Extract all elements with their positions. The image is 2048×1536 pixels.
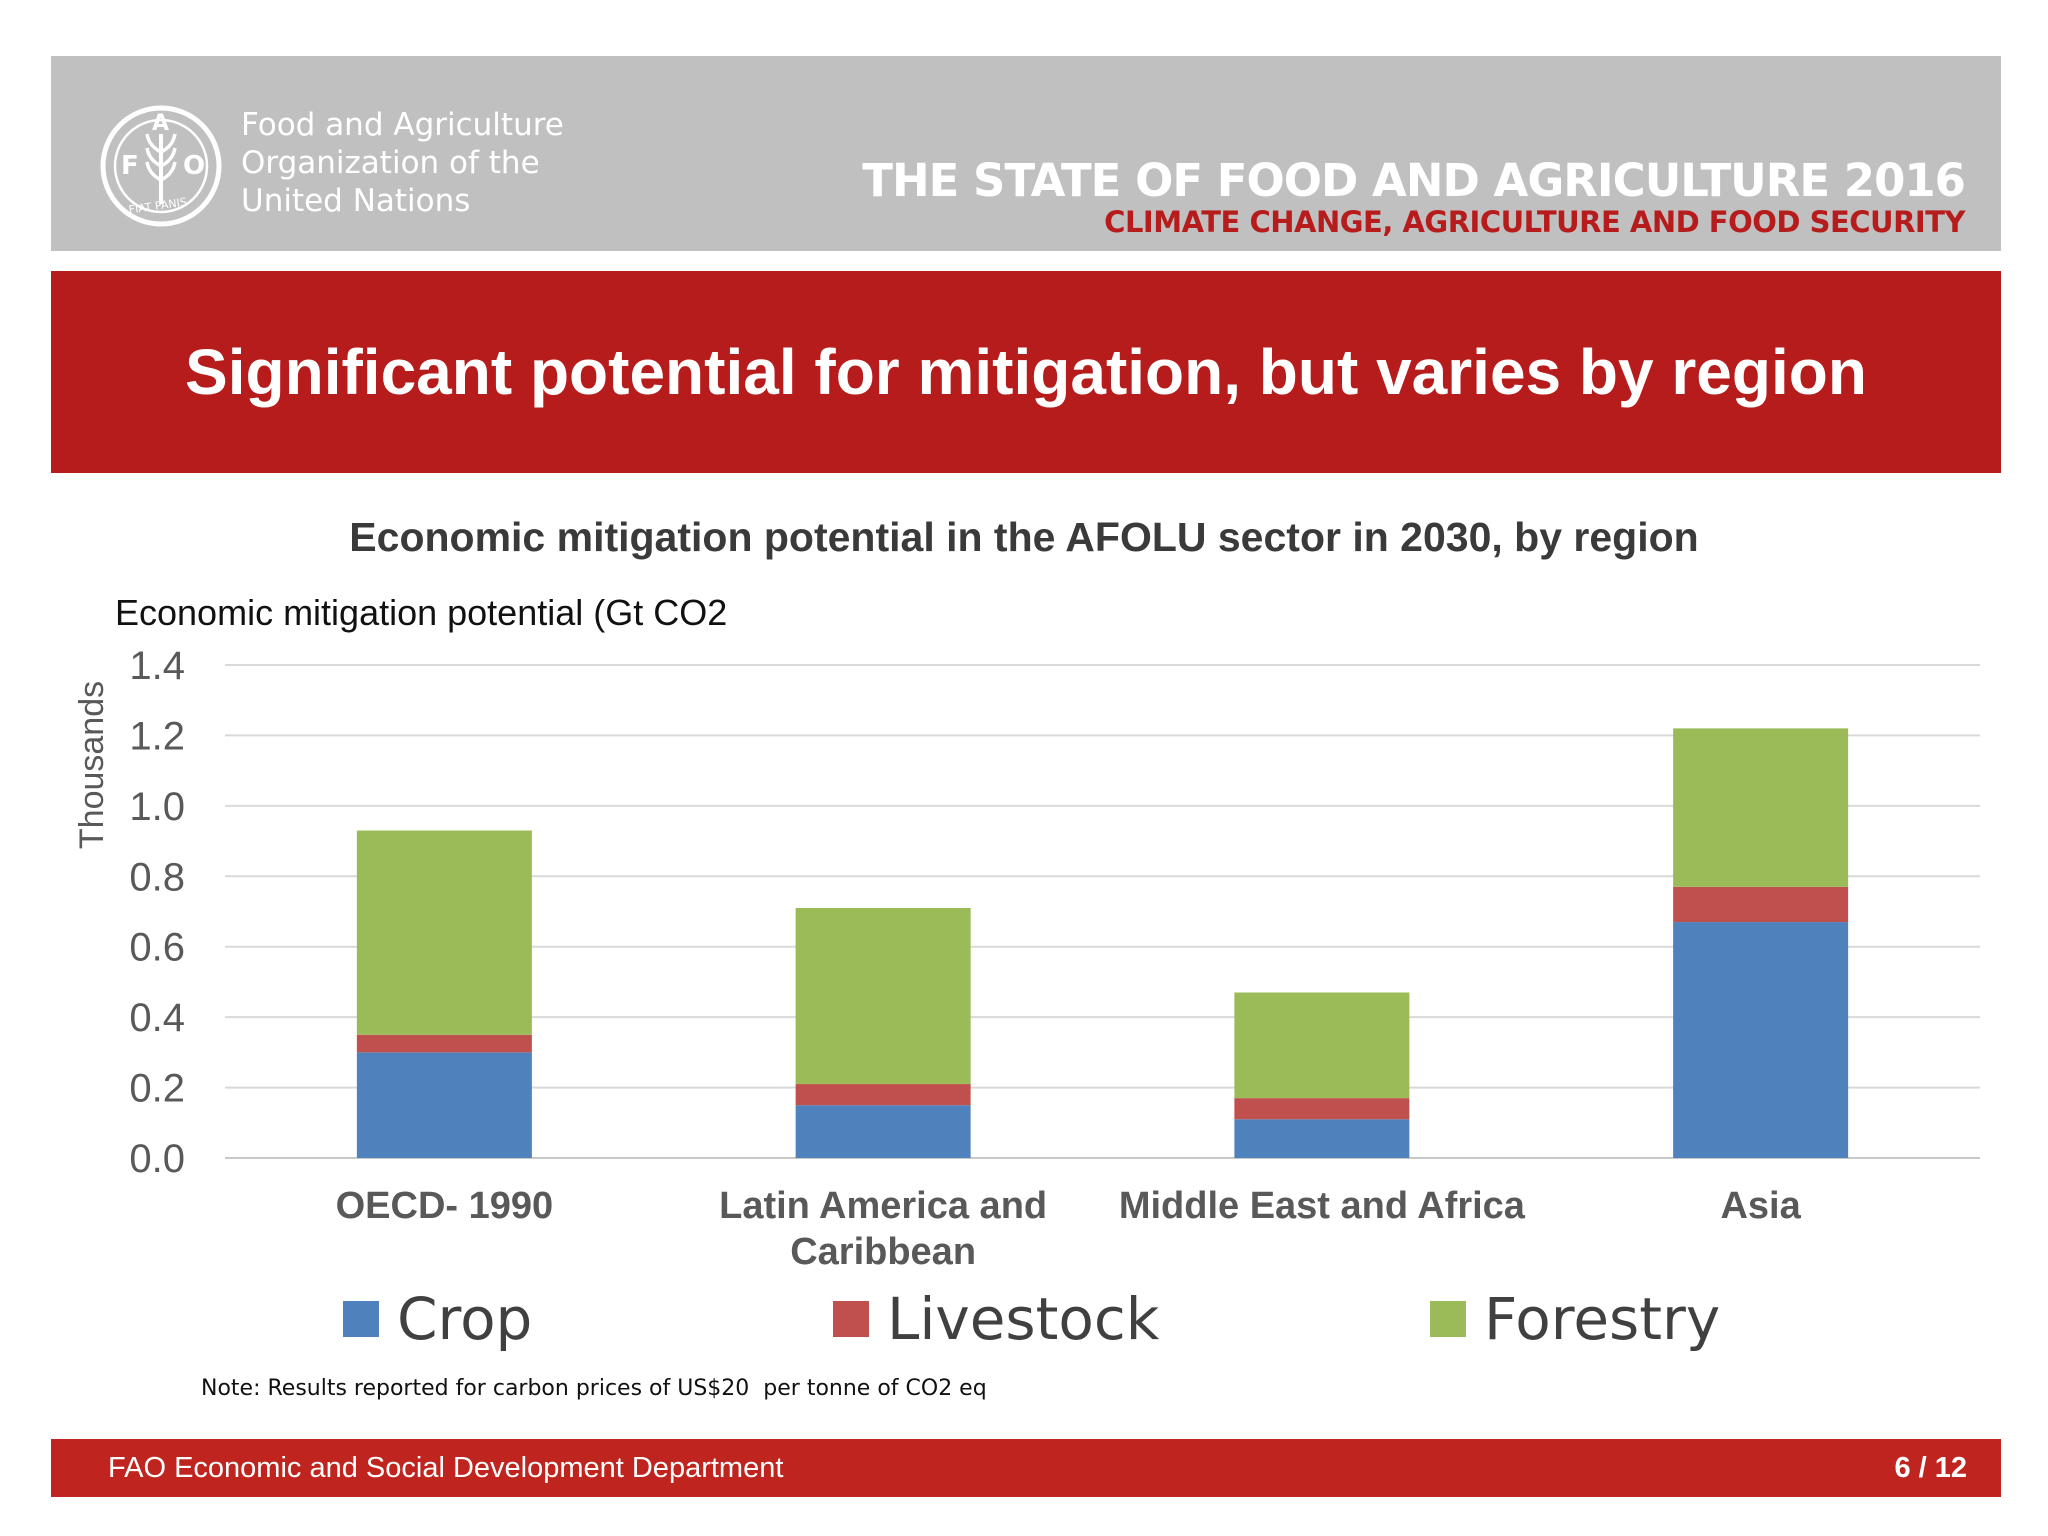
logo-letter-a: A — [152, 111, 169, 136]
legend-swatch-crop — [343, 1301, 379, 1337]
bar-crop-1 — [795, 1105, 971, 1158]
y-tick-label: 0.8 — [129, 855, 185, 899]
logo-letter-o: O — [183, 151, 205, 181]
report-subtitle: CLIMATE CHANGE, AGRICULTURE AND FOOD SEC… — [1104, 205, 1965, 239]
logo-letter-f: F — [121, 151, 139, 181]
x-category-label: Latin America and — [719, 1185, 1047, 1227]
legend-label-livestock: Livestock — [887, 1285, 1160, 1353]
bar-crop-3 — [1673, 922, 1849, 1158]
bar-livestock-0 — [356, 1034, 532, 1053]
legend-item-forestry: Forestry — [1430, 1285, 1720, 1353]
x-category-label: Caribbean — [790, 1231, 976, 1273]
x-category-label: Middle East and Africa — [1119, 1185, 1526, 1227]
x-category-label: Asia — [1720, 1185, 1801, 1227]
bar-forestry-1 — [795, 907, 971, 1085]
y-tick-label: 0.4 — [129, 996, 185, 1040]
title-band: Significant potential for mitigation, bu… — [51, 271, 2001, 473]
y-tick-label: 0.0 — [129, 1137, 185, 1181]
report-title: THE STATE OF FOOD AND AGRICULTURE 2016 — [862, 154, 1966, 207]
chart-note: Note: Results reported for carbon prices… — [201, 1376, 987, 1401]
bar-livestock-1 — [795, 1084, 971, 1106]
legend-swatch-forestry — [1430, 1301, 1466, 1337]
bar-forestry-3 — [1673, 728, 1849, 887]
org-name-line-2: Organization of the — [241, 145, 540, 181]
legend-label-crop: Crop — [397, 1285, 533, 1353]
legend-item-crop: Crop — [343, 1285, 532, 1353]
fao-logo-icon: F A O FIAT PANIS — [100, 105, 222, 227]
bar-livestock-3 — [1673, 886, 1849, 923]
bar-crop-2 — [1234, 1119, 1410, 1158]
org-name-line-3: United Nations — [241, 183, 471, 219]
chart: 0.0 0.2 0.4 0.6 0.8 1.0 1.2 1.4 Thousands OECD- 1… — [73, 644, 1980, 1273]
logo-motto: FIAT PANIS — [128, 195, 188, 216]
org-name-line-1: Food and Agriculture — [241, 107, 564, 143]
page-number: 6 / 12 — [1894, 1452, 1967, 1484]
bar-forestry-0 — [356, 830, 532, 1035]
x-category-label: OECD- 1990 — [336, 1185, 554, 1227]
legend: Crop Livestock Forestry — [0, 1285, 2048, 1360]
y-tick-label: 1.0 — [129, 785, 185, 829]
legend-swatch-livestock — [833, 1301, 869, 1337]
y-units-label: Thousands — [73, 681, 111, 849]
chart-ylabel: Economic mitigation potential (Gt CO2 — [115, 592, 728, 633]
footer-band: FAO Economic and Social Development Depa… — [51, 1439, 2001, 1497]
y-tick-label: 0.6 — [129, 926, 185, 970]
org-name: Food and Agriculture Organization of the… — [241, 106, 564, 220]
legend-label-forestry: Forestry — [1484, 1285, 1721, 1353]
y-tick-label: 1.4 — [129, 644, 185, 688]
header-band: F A O FIAT PANIS Food and Agriculture Or… — [51, 56, 2001, 251]
bar-crop-0 — [356, 1052, 532, 1158]
legend-item-livestock: Livestock — [833, 1285, 1159, 1353]
bar-livestock-2 — [1234, 1098, 1410, 1120]
footer-department: FAO Economic and Social Development Depa… — [108, 1452, 784, 1484]
slide-title: Significant potential for mitigation, bu… — [185, 336, 1867, 408]
bar-forestry-2 — [1234, 992, 1410, 1099]
y-tick-label: 1.2 — [129, 714, 185, 758]
y-tick-label: 0.2 — [129, 1067, 185, 1111]
chart-title: Economic mitigation potential in the AFO… — [349, 514, 1699, 560]
